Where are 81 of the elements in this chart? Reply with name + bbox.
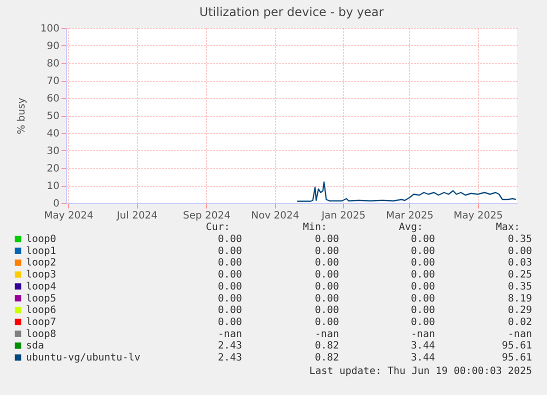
text: 0.03 xyxy=(508,258,532,269)
text: 0.00 xyxy=(218,246,242,257)
x-tick-label: May 2025 xyxy=(454,210,503,222)
y-tick-label: 50 xyxy=(46,111,60,122)
text: -nan xyxy=(314,328,339,340)
legend-label: loop5 xyxy=(26,293,56,304)
text: Last update: Thu Jun 19 00:00:03 2025 xyxy=(309,366,532,377)
text: 0.00 xyxy=(218,316,242,328)
text: 0.00 xyxy=(410,246,435,257)
text: 0.00 xyxy=(218,270,242,281)
legend-label: loop1 xyxy=(26,246,56,257)
x-tick-label: Sep 2024 xyxy=(182,210,230,222)
text: 0.00 xyxy=(410,305,435,316)
y-tick-label: 0 xyxy=(53,198,60,210)
text: 0.00 xyxy=(314,305,339,316)
text: 0.00 xyxy=(218,258,242,269)
text: 0.00 xyxy=(314,234,339,245)
text: 0.00 xyxy=(410,234,435,245)
x-tick-label: Jul 2024 xyxy=(116,210,158,222)
text: 0.82 xyxy=(314,352,339,364)
y-tick-label: 70 xyxy=(46,76,60,87)
text: Avg: xyxy=(398,222,423,233)
text: 0.00 xyxy=(218,293,242,304)
y-tick-label: 20 xyxy=(46,164,60,174)
text: 0.35 xyxy=(508,281,532,292)
legend-label: loop4 xyxy=(26,281,56,292)
y-tick-label: 60 xyxy=(46,94,60,104)
legend-label: loop8 xyxy=(26,328,56,340)
x-tick-label: May 2024 xyxy=(44,210,94,222)
text: 0.00 xyxy=(314,316,339,328)
x-tick-label: Jan 2025 xyxy=(320,210,366,222)
text: Min: xyxy=(302,222,327,233)
chart-title: Utilization per device - by year xyxy=(199,5,384,19)
legend-label: loop2 xyxy=(26,258,56,269)
legend-label: loop0 xyxy=(26,234,56,245)
text: 0.00 xyxy=(218,305,242,316)
x-tick-label: Mar 2025 xyxy=(386,210,434,222)
text: 0.00 xyxy=(410,316,435,328)
text: 0.00 xyxy=(218,281,242,292)
text: 95.61 xyxy=(502,340,532,352)
text: 0.29 xyxy=(508,305,532,316)
text: 0.02 xyxy=(508,316,532,328)
y-tick-label: 90 xyxy=(46,41,60,52)
text: 2.43 xyxy=(218,340,242,352)
text: 0.00 xyxy=(410,270,435,281)
text: 0.00 xyxy=(218,234,242,245)
text: 0.00 xyxy=(314,281,339,292)
line-series xyxy=(296,181,516,202)
y-tick-label: 40 xyxy=(46,128,60,140)
text: 0.00 xyxy=(314,246,339,257)
y-tick-label: 80 xyxy=(46,58,60,70)
text: -nan xyxy=(410,328,435,340)
text: 0.00 xyxy=(314,293,339,304)
text: 95.61 xyxy=(502,352,532,364)
y-tick-label: 10 xyxy=(46,181,60,192)
text: Cur: xyxy=(206,222,230,233)
legend-label: loop6 xyxy=(26,305,56,316)
y-tick-label: 100 xyxy=(40,24,60,34)
text: 0.00 xyxy=(410,258,435,269)
text: -nan xyxy=(508,328,532,340)
text: -nan xyxy=(218,328,242,340)
text: 2.43 xyxy=(218,352,242,364)
text: 8.19 xyxy=(508,293,532,304)
text: 0.25 xyxy=(508,270,532,281)
text: 0.00 xyxy=(508,246,532,257)
text: 3.44 xyxy=(410,352,435,364)
text: 0.00 xyxy=(410,281,435,292)
text: 0.00 xyxy=(314,270,339,281)
text: 3.44 xyxy=(410,340,435,352)
legend-label: loop3 xyxy=(26,270,56,281)
text: Max: xyxy=(496,222,520,233)
legend-label: loop7 xyxy=(26,316,56,328)
x-tick-label: Nov 2024 xyxy=(251,210,300,222)
text: 0.00 xyxy=(314,258,339,269)
y-tick-label: 30 xyxy=(46,146,60,157)
text: 0.82 xyxy=(314,340,339,352)
y-axis-title: % busy xyxy=(16,98,28,134)
text: 0.00 xyxy=(410,293,435,304)
text: 0.35 xyxy=(508,234,532,245)
legend-label: ubuntu-vg/ubuntu-lv xyxy=(26,352,140,364)
legend-label: sda xyxy=(26,340,44,352)
